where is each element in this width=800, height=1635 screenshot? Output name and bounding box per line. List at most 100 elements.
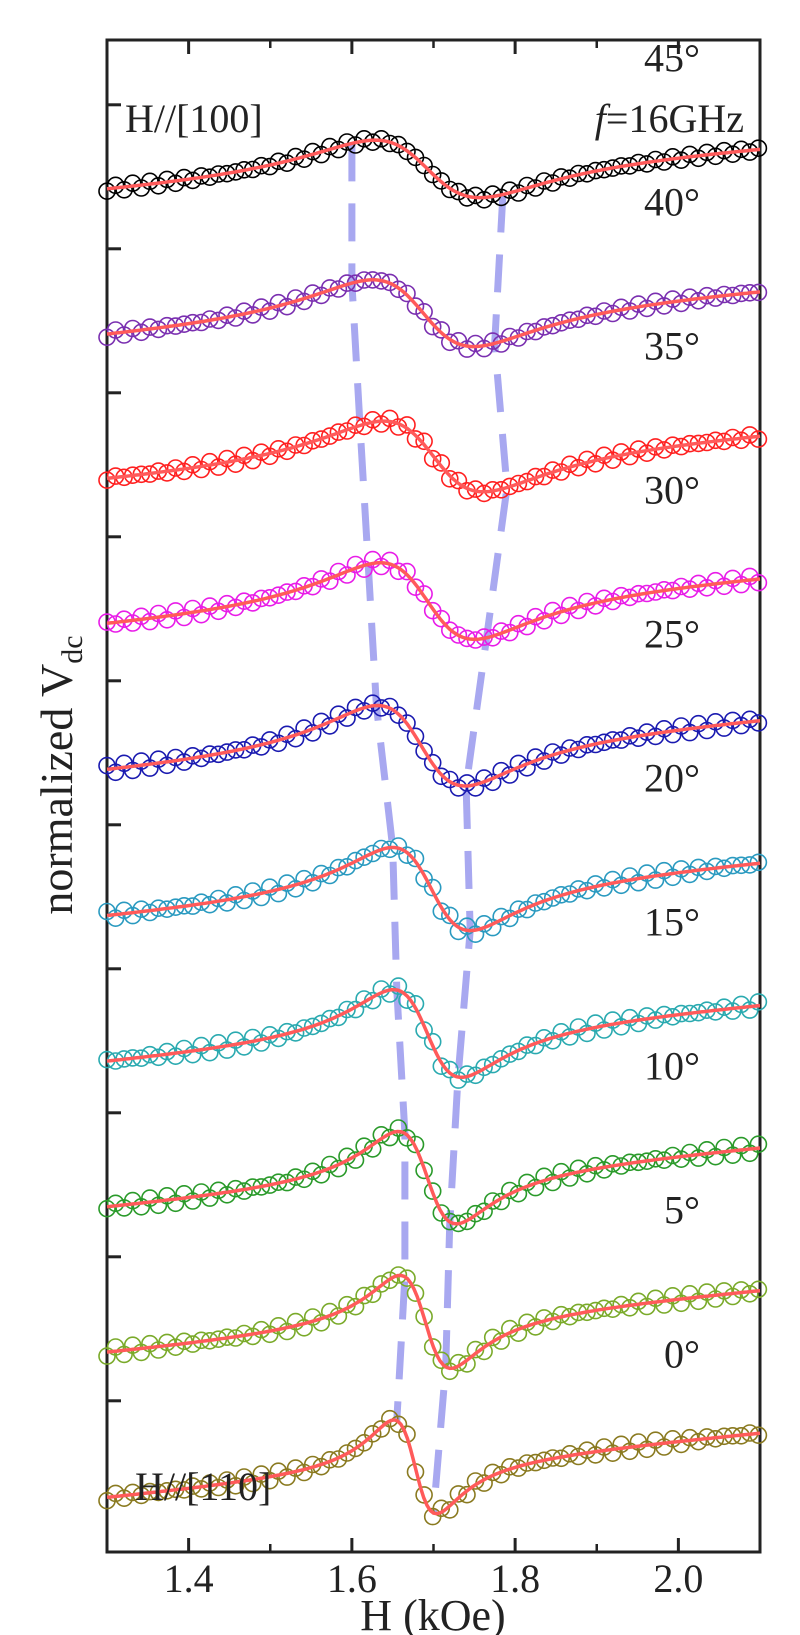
data-point xyxy=(440,1501,459,1519)
data-point xyxy=(638,1007,656,1025)
data-point xyxy=(415,432,433,451)
data-point xyxy=(141,172,159,191)
data-point xyxy=(106,176,125,195)
data-point xyxy=(620,1008,639,1027)
data-point xyxy=(749,993,768,1011)
data-point xyxy=(218,1471,236,1489)
data-point xyxy=(440,906,459,925)
series-30deg xyxy=(98,550,768,649)
data-point xyxy=(543,1173,562,1192)
annotation-bottom-left: H//[110] xyxy=(135,1464,271,1509)
data-point xyxy=(201,1043,219,1062)
data-point xyxy=(363,694,382,713)
data-point xyxy=(269,586,288,605)
data-point xyxy=(106,1484,125,1503)
data-point xyxy=(158,1333,176,1352)
data-point xyxy=(406,849,425,868)
data-point xyxy=(449,626,468,644)
data-point xyxy=(398,562,416,581)
fit-line xyxy=(106,845,761,933)
data-point xyxy=(440,621,459,640)
data-point xyxy=(423,1182,442,1200)
data-point xyxy=(603,870,622,889)
data-point xyxy=(432,321,451,339)
y-axis-label: normalized Vdc xyxy=(31,635,89,914)
data-point xyxy=(278,874,296,892)
data-point xyxy=(398,846,416,865)
data-point xyxy=(449,1071,468,1089)
x-tick-label: 1.8 xyxy=(490,1556,540,1601)
data-point xyxy=(629,1292,648,1311)
data-point xyxy=(406,727,425,746)
fit-line xyxy=(106,419,761,494)
series-45deg xyxy=(98,130,768,209)
series-5deg xyxy=(98,1266,768,1381)
data-point xyxy=(398,284,416,303)
data-point xyxy=(458,1485,476,1504)
series-25deg xyxy=(98,694,768,797)
data-point xyxy=(415,742,433,760)
data-point xyxy=(355,1286,373,1305)
data-point xyxy=(415,302,433,321)
data-point xyxy=(440,1212,459,1231)
data-point xyxy=(363,1425,382,1443)
series-layer xyxy=(98,130,768,1526)
data-point xyxy=(466,925,485,944)
data-point xyxy=(423,449,442,468)
data-point xyxy=(440,1060,459,1079)
data-point xyxy=(115,1489,133,1507)
guide-line-h-max xyxy=(348,143,409,1421)
fit-line xyxy=(106,561,761,642)
fit-line xyxy=(106,138,761,200)
angle-label: 20° xyxy=(644,756,700,801)
data-point xyxy=(406,1284,425,1302)
fit-line xyxy=(106,1129,761,1226)
data-point xyxy=(389,1415,408,1434)
data-point xyxy=(492,1050,511,1068)
data-point xyxy=(449,779,468,797)
data-point xyxy=(269,1462,288,1480)
fit-line xyxy=(106,1418,761,1516)
data-point xyxy=(543,889,562,907)
data-point xyxy=(346,1439,365,1458)
data-point xyxy=(338,1000,356,1019)
data-point xyxy=(655,719,673,738)
angle-labels: 45° 40° 35° 30° 25° 20° 15° 10° 5° 0° xyxy=(644,36,700,1377)
data-point xyxy=(372,1275,391,1293)
x-tick-label: 2.0 xyxy=(653,1556,703,1601)
data-point xyxy=(415,1161,433,1180)
annotation-frequency: f=16GHz xyxy=(595,96,744,141)
data-point xyxy=(578,1024,596,1043)
fit-line xyxy=(106,703,761,788)
data-point xyxy=(320,1009,339,1028)
angle-label: 0° xyxy=(664,1332,700,1377)
data-point xyxy=(749,139,768,157)
data-point xyxy=(466,1204,485,1223)
data-point xyxy=(440,180,459,199)
angle-label: 5° xyxy=(664,1188,700,1233)
data-point xyxy=(380,1271,399,1290)
data-point xyxy=(389,280,408,299)
fit-line xyxy=(106,278,761,349)
data-point xyxy=(680,1143,699,1162)
data-point xyxy=(663,1430,682,1448)
data-point xyxy=(749,573,768,592)
data-point xyxy=(749,430,768,448)
data-point xyxy=(406,297,425,315)
data-point xyxy=(398,714,416,732)
data-point xyxy=(415,1307,433,1326)
series-0deg xyxy=(98,1409,768,1526)
data-point xyxy=(723,711,742,730)
angle-label: 40° xyxy=(644,180,700,225)
data-point xyxy=(346,851,365,870)
y-axis-label-sub: dc xyxy=(56,635,89,663)
data-point xyxy=(646,292,665,311)
data-point xyxy=(475,1058,493,1077)
data-point xyxy=(749,1135,768,1153)
data-point xyxy=(535,892,553,911)
x-tick-label: 1.4 xyxy=(164,1556,214,1601)
data-point xyxy=(406,994,425,1013)
data-point xyxy=(423,878,442,897)
data-point xyxy=(466,334,485,353)
data-point xyxy=(226,885,245,904)
